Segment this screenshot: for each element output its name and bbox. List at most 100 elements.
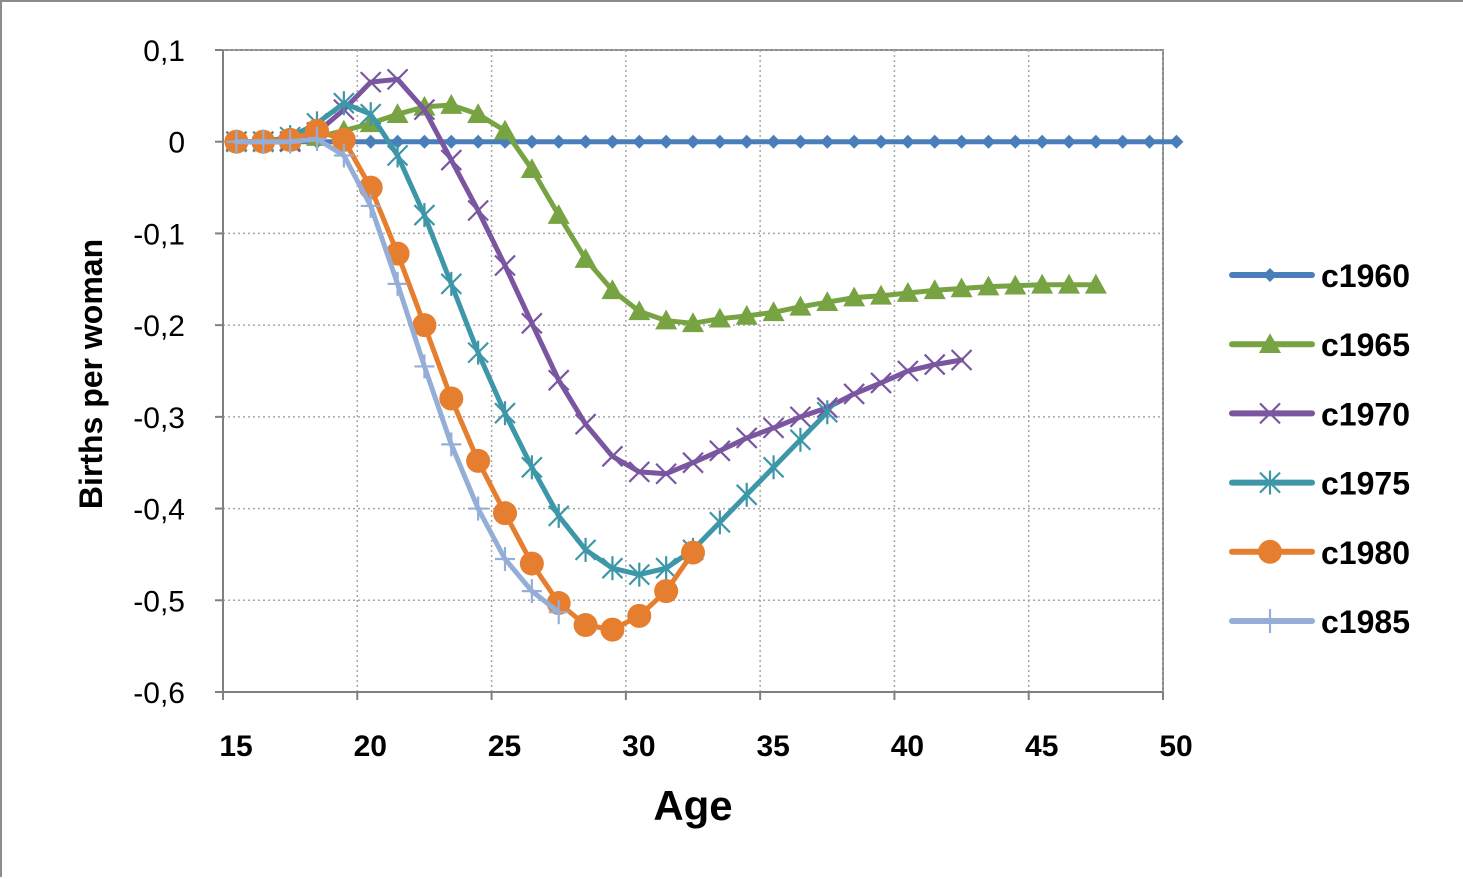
data-point-c1970 [601, 445, 624, 468]
data-point-c1960 [578, 134, 593, 149]
data-point-c1960 [1062, 134, 1076, 149]
legend-marker [1263, 268, 1277, 282]
data-point-c1975 [628, 562, 651, 587]
data-point-c1960 [363, 134, 378, 149]
x-tick-label: 50 [1159, 730, 1192, 763]
legend-label: c1985 [1321, 604, 1410, 640]
data-point-c1980 [466, 448, 491, 473]
data-point-c1960 [632, 134, 647, 149]
data-point-c1965 [494, 119, 516, 140]
data-point-c1975 [386, 143, 409, 168]
data-point-c1960 [605, 134, 620, 149]
data-point-c1965 [708, 307, 731, 328]
data-point-c1965 [950, 277, 973, 298]
data-point-c1965 [843, 286, 866, 307]
data-point-c1960 [793, 134, 808, 149]
data-point-c1965 [870, 284, 892, 305]
legend-label: c1970 [1321, 396, 1410, 432]
data-point-c1965 [520, 158, 543, 179]
data-point-c1960 [981, 134, 996, 149]
data-point-c1975 [789, 427, 812, 452]
data-point-c1975 [359, 102, 382, 127]
data-point-c1980 [412, 313, 437, 338]
y-tick-label: -0,3 [133, 402, 185, 435]
data-point-c1985 [226, 129, 247, 154]
plot-area [222, 49, 1164, 693]
legend-label: c1960 [1321, 258, 1410, 294]
data-point-c1985 [441, 432, 462, 457]
y-tick-label: 0,1 [143, 35, 185, 68]
legend-marker [1258, 539, 1282, 564]
data-point-c1970 [897, 360, 919, 382]
data-point-c1965 [547, 204, 570, 224]
data-point-c1970 [870, 372, 892, 394]
data-point-c1985 [387, 271, 408, 296]
legend-marker [1259, 333, 1281, 353]
series-c1985 [226, 126, 569, 625]
data-point-c1970 [735, 427, 758, 449]
legend-item-c1985: c1985 [1229, 604, 1410, 640]
data-point-c1975 [467, 340, 489, 365]
data-point-c1960 [1115, 134, 1130, 149]
data-point-c1975 [547, 503, 570, 528]
x-tick-label: 40 [891, 730, 924, 763]
data-point-c1965 [816, 291, 839, 312]
x-tick-label: 45 [1025, 730, 1058, 763]
data-point-c1960 [874, 134, 888, 149]
legend-item-c1970: c1970 [1229, 396, 1410, 432]
legend-item-c1975: c1975 [1229, 466, 1410, 502]
data-point-c1980 [654, 579, 679, 604]
y-axis-title: Births per woman [73, 239, 109, 509]
data-point-c1960 [1142, 134, 1157, 149]
data-point-c1960 [847, 134, 862, 149]
data-point-c1965 [735, 304, 758, 325]
data-point-c1985 [333, 143, 354, 168]
data-point-c1970 [494, 254, 516, 277]
x-tick-label: 35 [756, 730, 789, 763]
data-point-c1985 [307, 126, 327, 151]
y-tick-label: -0,6 [133, 677, 185, 710]
data-point-c1975 [574, 537, 597, 562]
data-point-c1980 [493, 501, 517, 526]
data-point-c1970 [709, 440, 731, 462]
data-point-c1960 [766, 134, 781, 149]
data-point-c1965 [1031, 273, 1054, 294]
data-point-c1960 [900, 134, 915, 149]
data-point-c1960 [712, 134, 727, 149]
data-point-c1975 [762, 455, 785, 480]
data-point-c1960 [1035, 134, 1050, 149]
x-axis-title: Age [653, 782, 732, 829]
legend-label: c1965 [1321, 327, 1410, 363]
data-point-c1960 [1169, 134, 1184, 149]
data-point-c1960 [820, 134, 835, 149]
data-point-c1980 [573, 613, 598, 638]
data-point-c1980 [439, 386, 464, 411]
data-point-c1980 [519, 551, 544, 576]
data-point-c1980 [331, 127, 356, 152]
data-point-c1965 [923, 279, 946, 300]
data-point-c1965 [655, 309, 678, 330]
data-point-c1965 [682, 312, 704, 333]
legend-marker [1259, 470, 1281, 495]
data-point-c1960 [659, 134, 674, 149]
data-point-c1970 [789, 406, 812, 428]
data-point-c1985 [280, 129, 301, 154]
data-point-c1970 [762, 417, 785, 439]
data-point-c1960 [739, 134, 754, 149]
data-point-c1970 [574, 413, 597, 435]
data-point-c1985 [253, 129, 274, 154]
data-point-c1965 [762, 301, 785, 322]
data-point-c1960 [927, 134, 942, 149]
data-point-c1975 [601, 556, 624, 581]
data-point-c1975 [333, 91, 355, 116]
data-point-c1970 [521, 312, 543, 335]
data-point-c1970 [628, 461, 651, 483]
y-tick-label: -0,2 [133, 310, 185, 343]
x-tick-label: 15 [219, 730, 252, 763]
data-point-c1975 [440, 271, 463, 296]
data-point-c1970 [547, 369, 570, 391]
data-point-c1965 [896, 282, 919, 302]
data-point-c1985 [495, 547, 515, 572]
legend-label: c1975 [1321, 466, 1410, 502]
